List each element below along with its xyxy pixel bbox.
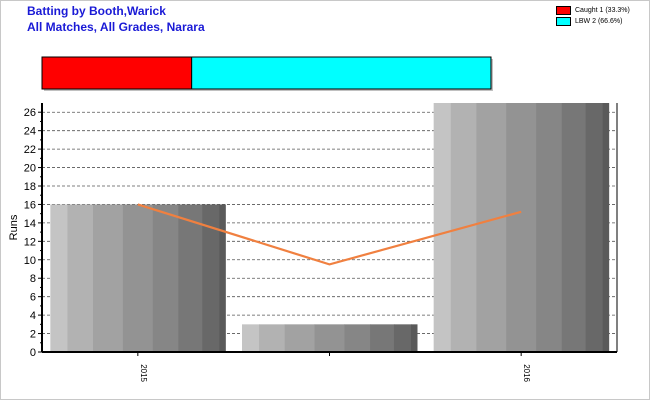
y-tick-label: 18 (24, 181, 36, 193)
y-tick-label: 10 (24, 255, 36, 267)
y-tick-label: 26 (24, 107, 36, 119)
bar-stripe (411, 324, 418, 352)
legend-swatch-caught (556, 6, 571, 15)
bar-stripe (476, 103, 507, 352)
bar-stripe (314, 324, 345, 352)
bar-stripe (67, 204, 94, 352)
stacked-segment-lbw (191, 56, 492, 90)
bar-stripe (284, 324, 316, 352)
y-tick-label: 2 (30, 329, 36, 341)
y-tick-label: 0 (30, 347, 36, 359)
title-line-2: All Matches, All Grades, Narara (27, 20, 205, 34)
bar-stripe (585, 103, 604, 352)
bar (50, 204, 226, 352)
legend-item-lbw: LBW 2 (66.6%) (556, 16, 630, 27)
legend-item-caught: Caught 1 (33.3%) (556, 5, 630, 16)
y-tick-label: 16 (24, 199, 36, 211)
bar-stripe (178, 204, 203, 352)
x-tick-label: 2016 (522, 364, 531, 382)
bar-stripe (242, 324, 260, 352)
bar-stripe (122, 204, 154, 352)
bar-stripe (370, 324, 395, 352)
bar-stripe (602, 103, 610, 352)
bar-stripe (536, 103, 563, 352)
x-tick-label: 2015 (139, 364, 148, 382)
bar-stripe (219, 204, 226, 352)
y-tick-label: 8 (30, 273, 36, 285)
bar-stripe (259, 324, 286, 352)
y-tick-label: 14 (24, 218, 36, 230)
legend-swatch-lbw (556, 17, 571, 26)
bar-stripe (561, 103, 587, 352)
legend-label-caught: Caught 1 (33.3%) (575, 7, 630, 14)
bar-stripe (344, 324, 371, 352)
y-tick-label: 12 (24, 236, 36, 248)
bar-stripe (393, 324, 412, 352)
title-line-1: Batting by Booth,Warick (27, 4, 166, 18)
chart-title: Batting by Booth,Warick All Matches, All… (27, 3, 205, 35)
y-tick-label: 4 (30, 310, 36, 322)
y-tick-label: 24 (24, 126, 36, 138)
y-tick-label: 6 (30, 292, 36, 304)
bar-stripe (433, 103, 452, 352)
y-axis-label: Runs (8, 214, 20, 240)
bar-stripe (93, 204, 124, 352)
stacked-segment-caught (41, 56, 193, 90)
bar-stripe (50, 204, 68, 352)
y-tick-label: 22 (24, 144, 36, 156)
bar (242, 324, 418, 352)
bar-stripe (152, 204, 179, 352)
bar-stripe (202, 204, 220, 352)
legend-label-lbw: LBW 2 (66.6%) (575, 18, 623, 25)
y-tick-label: 20 (24, 163, 36, 175)
bar (433, 103, 610, 352)
bar-stripe (506, 103, 537, 352)
legend: Caught 1 (33.3%) LBW 2 (66.6%) (556, 5, 630, 27)
